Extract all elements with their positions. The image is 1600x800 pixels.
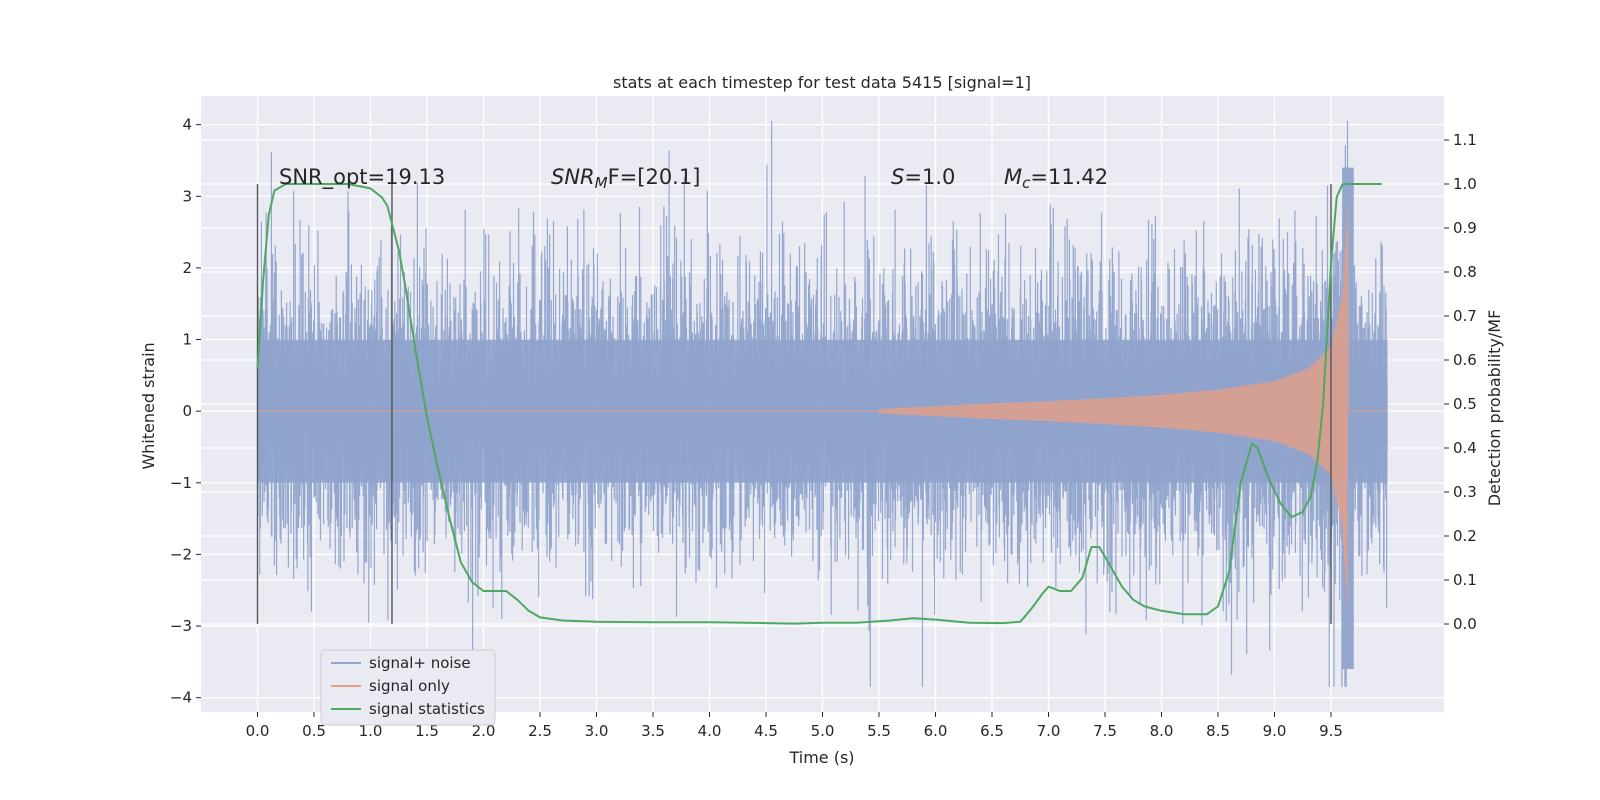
annotation-snr-mf: SNRMF=[20.1] (551, 165, 700, 192)
snr-mf-subscript: M (595, 174, 608, 192)
mc-subscript: c (1022, 174, 1031, 192)
legend: signal+ noise signal only signal statist… (320, 649, 496, 726)
legend-box (320, 649, 496, 726)
y-tick-label: 1 (182, 331, 192, 349)
signal-statistics-series (256, 183, 1382, 625)
chart-title: stats at each timestep for test data 541… (613, 73, 1031, 92)
y-axis-label: Whitened strain (139, 342, 158, 469)
x-tick-label: 3.5 (641, 722, 665, 740)
annotation-s: S=1.0 (891, 165, 955, 189)
x-tick-label: 0.5 (302, 722, 326, 740)
snr-mf-value: F=[20.1] (608, 165, 701, 189)
mc-symbol: M (1004, 165, 1022, 189)
ticks: 0.0 0.5 1.0 1.5 2.0 2.5 3.0 3.5 4.0 4.5 5.0 5.5 6.0 6… (170, 116, 1477, 740)
y-tick-label: −4 (170, 689, 192, 707)
x-tick-label: 5.0 (811, 722, 835, 740)
y2-tick-label: 0.2 (1453, 527, 1477, 545)
legend-label-noise: signal+ noise (369, 654, 471, 672)
x-tick-label: 1.5 (415, 722, 439, 740)
x-tick-label: 2.5 (528, 722, 552, 740)
snr-mf-symbol: SNR (551, 165, 595, 189)
y2-tick-label: 1.1 (1453, 131, 1477, 149)
y-tick-label: 4 (182, 116, 192, 134)
y2-tick-label: 1.0 (1453, 175, 1477, 193)
y2-tick-label: 0.1 (1453, 571, 1477, 589)
y-tick-label: −3 (170, 617, 192, 635)
x-tick-label: 5.5 (867, 722, 891, 740)
x-tick-label: 2.0 (472, 722, 496, 740)
x-tick-label: 8.0 (1150, 722, 1174, 740)
y-tick-label: 0 (182, 402, 192, 420)
x-tick-label: 4.0 (698, 722, 722, 740)
signal-only-line (257, 207, 1388, 605)
y2-tick-label: 0.5 (1453, 395, 1477, 413)
s-symbol: S (891, 165, 904, 189)
x-tick-label: 3.0 (585, 722, 609, 740)
x-tick-label: 1.0 (359, 722, 383, 740)
x-tick-label: 4.5 (754, 722, 778, 740)
x-tick-label: 6.0 (924, 722, 948, 740)
s-value: =1.0 (904, 165, 955, 189)
signal-only-series (257, 207, 1388, 605)
y2-tick-label: 0.0 (1453, 615, 1477, 633)
annotation-mc: Mc=11.42 (1004, 165, 1108, 192)
x-tick-label: 6.5 (980, 722, 1004, 740)
y2-axis-label: Detection probability/MF (1485, 310, 1504, 507)
mc-value: =11.42 (1030, 165, 1108, 189)
legend-label-signal: signal only (369, 677, 450, 695)
y-tick-label: 3 (182, 187, 192, 205)
y2-tick-label: 0.9 (1453, 219, 1477, 237)
y2-tick-label: 0.7 (1453, 307, 1477, 325)
y2-tick-label: 0.4 (1453, 439, 1477, 457)
y2-tick-label: 0.3 (1453, 483, 1477, 501)
x-tick-label: 8.5 (1206, 722, 1230, 740)
y2-tick-label: 0.6 (1453, 351, 1477, 369)
x-tick-label: 9.5 (1319, 722, 1343, 740)
x-tick-label: 7.5 (1093, 722, 1117, 740)
y-tick-label: −2 (170, 545, 192, 563)
legend-label-statistics: signal statistics (369, 700, 485, 718)
annotation-snr-opt: SNR_opt=19.13 (279, 165, 445, 190)
x-tick-label: 9.0 (1263, 722, 1287, 740)
x-axis-label: Time (s) (788, 748, 854, 767)
y-tick-label: −1 (170, 474, 192, 492)
signal-statistics-line (256, 183, 1382, 625)
x-tick-label: 7.0 (1037, 722, 1061, 740)
y2-tick-label: 0.8 (1453, 263, 1477, 281)
x-tick-label: 0.0 (246, 722, 270, 740)
y-tick-label: 2 (182, 259, 192, 277)
